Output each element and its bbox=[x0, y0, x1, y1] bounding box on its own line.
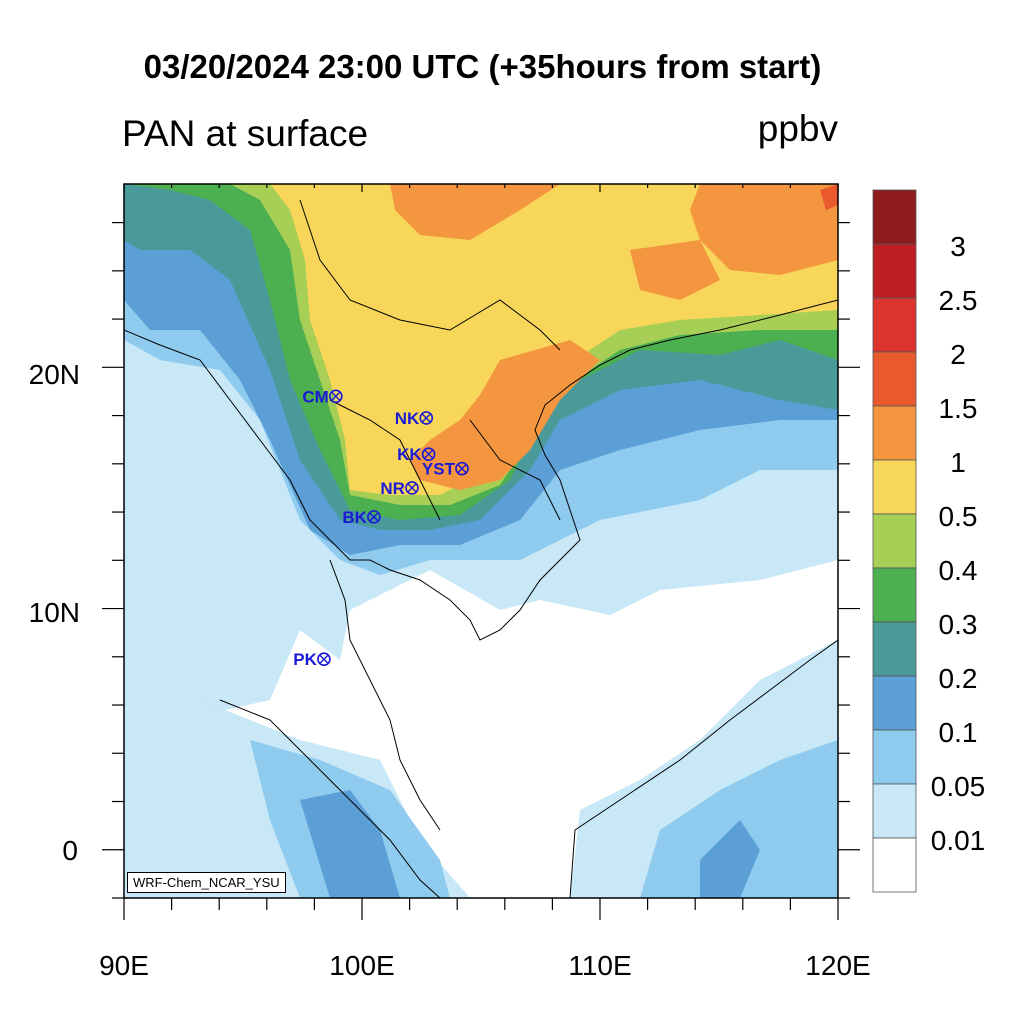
mainland-coastline bbox=[124, 299, 838, 641]
field-1.0-north bbox=[390, 184, 560, 240]
colorbar-box bbox=[872, 621, 917, 677]
station-cross bbox=[424, 449, 434, 459]
x-label-120E: 120E bbox=[805, 950, 870, 981]
station-nr: NR bbox=[380, 479, 419, 498]
field-1.5-corner bbox=[820, 184, 838, 210]
station-marker-icon bbox=[419, 411, 434, 425]
colorbar-box bbox=[872, 837, 917, 893]
colorbar-label: 2 bbox=[950, 339, 966, 370]
station-label: YST bbox=[422, 460, 456, 479]
coastlines bbox=[124, 199, 838, 898]
field-0.1-borneo bbox=[700, 820, 760, 898]
variable-subtitle: PAN at surface bbox=[122, 113, 369, 154]
colorbar-box bbox=[872, 351, 917, 407]
colorbar-label: 0.05 bbox=[931, 771, 986, 802]
station-cm: CM bbox=[302, 387, 343, 406]
station-marker-icon bbox=[405, 481, 419, 495]
y-label-0: 0 bbox=[62, 835, 78, 866]
colorbar-label: 2.5 bbox=[939, 285, 978, 316]
colorbar-box bbox=[872, 675, 917, 731]
colorbar-box bbox=[872, 405, 917, 461]
colorbar-box bbox=[872, 729, 917, 785]
station-cross bbox=[407, 483, 417, 493]
map-frame bbox=[123, 183, 839, 899]
colorbar-label: 1.5 bbox=[939, 393, 978, 424]
field-0.1-sumatra bbox=[300, 790, 400, 898]
colorbar-label: 0.2 bbox=[939, 663, 978, 694]
station-marker-icon bbox=[317, 652, 331, 666]
station-cross bbox=[369, 512, 379, 522]
colorbar-label: 0.1 bbox=[939, 717, 978, 748]
station-label: KK bbox=[397, 445, 422, 464]
field-1.0-vietnam bbox=[410, 340, 600, 490]
station-cross bbox=[331, 391, 341, 401]
station-yst: YST bbox=[422, 460, 469, 479]
colorbar bbox=[872, 189, 917, 893]
border-cambodia bbox=[469, 419, 561, 521]
station-cross bbox=[421, 413, 431, 423]
station-cross bbox=[319, 654, 329, 664]
colorbar-box bbox=[872, 243, 917, 299]
x-label-100E: 100E bbox=[329, 950, 394, 981]
colorbar-label: 0.4 bbox=[939, 555, 978, 586]
station-nk: NK bbox=[395, 409, 434, 428]
colorbar-box bbox=[872, 297, 917, 353]
colorbar-box bbox=[872, 189, 917, 245]
colorbar-label: 1 bbox=[950, 447, 966, 478]
units-label: ppbv bbox=[757, 108, 838, 149]
station-marker-icon bbox=[421, 447, 436, 461]
x-label-110E: 110E bbox=[568, 950, 631, 981]
station-label: PK bbox=[293, 650, 317, 669]
station-bk: BK bbox=[342, 508, 381, 527]
station-label: CM bbox=[302, 387, 328, 406]
borneo-coast bbox=[569, 639, 838, 898]
station-label: NK bbox=[395, 409, 420, 428]
inland-border bbox=[299, 199, 561, 351]
model-credit: WRF-Chem_NCAR_YSU bbox=[127, 872, 286, 893]
station-label: NR bbox=[380, 479, 405, 498]
colorbar-box bbox=[872, 513, 917, 569]
y-label-10N: 10N bbox=[29, 597, 80, 628]
station-marker-icon bbox=[367, 510, 381, 524]
colorbar-box bbox=[872, 783, 917, 839]
station-cross bbox=[457, 464, 467, 474]
station-marker-icon bbox=[329, 389, 343, 404]
x-label-90E: 90E bbox=[99, 950, 149, 981]
colorbar-box bbox=[872, 567, 917, 623]
station-pk: PK bbox=[293, 650, 331, 669]
colorbar-label: 0.5 bbox=[939, 501, 978, 532]
field-1.0-central bbox=[630, 240, 720, 300]
field-1.0-northeast bbox=[690, 184, 838, 275]
sumatra-coast bbox=[219, 699, 441, 898]
y-label-20N: 20N bbox=[29, 359, 80, 390]
station-marker-icon bbox=[455, 461, 469, 476]
colorbar-label: 3 bbox=[950, 231, 966, 262]
malay-peninsula bbox=[329, 559, 441, 831]
station-kk: KK bbox=[397, 445, 436, 464]
map-title: 03/20/2024 23:00 UTC (+35hours from star… bbox=[143, 48, 822, 85]
field-0.05-borneo bbox=[640, 740, 838, 898]
colorbar-labels: 3 2.5 2 1.5 1 0.5 0.4 0.3 0.2 0.1 0.05 0… bbox=[931, 231, 986, 856]
concentration-field bbox=[124, 184, 838, 898]
border-laos bbox=[329, 399, 441, 521]
colorbar-box bbox=[872, 459, 917, 515]
colorbar-label: 0.01 bbox=[931, 825, 986, 856]
station-label: BK bbox=[342, 508, 367, 527]
axis-ticks bbox=[102, 184, 860, 920]
colorbar-label: 0.3 bbox=[939, 609, 978, 640]
